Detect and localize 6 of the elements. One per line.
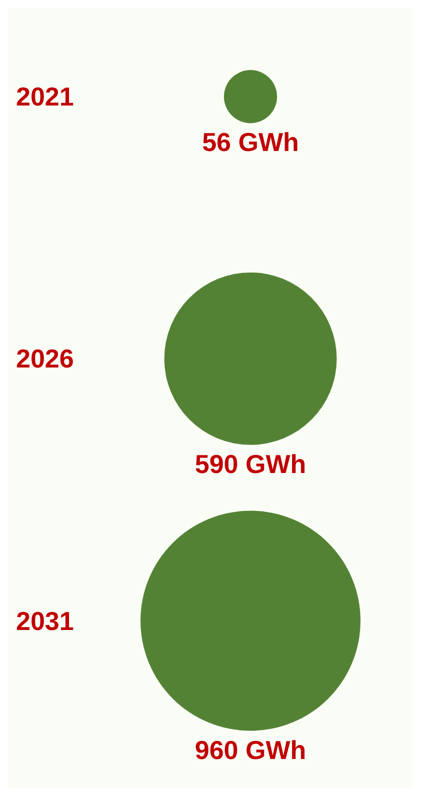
category-label: 2026 [16, 344, 74, 374]
category-label: 2021 [16, 82, 74, 112]
data-label: 960 GWh [194, 734, 306, 765]
data-label: 56 GWh [202, 127, 299, 158]
category-label: 2031 [16, 606, 74, 636]
data-label: 590 GWh [194, 448, 306, 479]
